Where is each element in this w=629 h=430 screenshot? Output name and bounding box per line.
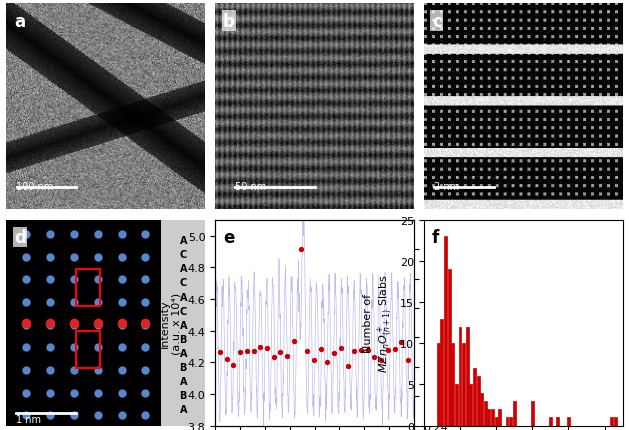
Bar — [462, 344, 465, 426]
Bar — [473, 368, 476, 426]
Bar — [440, 319, 443, 426]
Bar — [484, 401, 487, 426]
Text: c: c — [432, 12, 442, 31]
Bar — [513, 401, 516, 426]
Text: A: A — [179, 236, 187, 246]
Text: A: A — [179, 348, 187, 358]
Bar — [76, 270, 100, 307]
Point — [356, 347, 366, 353]
Point — [228, 361, 238, 368]
Point — [343, 362, 353, 369]
Bar — [567, 418, 570, 426]
Bar — [162, 220, 205, 426]
Text: f: f — [432, 228, 439, 246]
Text: B: B — [179, 334, 187, 344]
Bar — [455, 384, 458, 426]
Text: A: A — [179, 292, 187, 302]
Point — [383, 347, 393, 353]
Point — [403, 357, 413, 364]
Bar — [448, 270, 450, 426]
Point — [269, 353, 279, 360]
Bar — [549, 418, 552, 426]
Text: 50 nm: 50 nm — [235, 181, 266, 191]
Bar — [610, 418, 613, 426]
Point — [396, 339, 406, 346]
Point — [276, 348, 286, 355]
Point — [389, 345, 399, 352]
Bar — [509, 418, 512, 426]
Point — [215, 349, 225, 356]
Point — [363, 347, 373, 353]
Text: b: b — [223, 12, 235, 31]
Text: d: d — [14, 228, 26, 246]
Y-axis label: d spacing p
(nm): d spacing p (nm) — [443, 291, 465, 355]
Text: 1 nm: 1 nm — [16, 414, 42, 424]
Bar — [76, 331, 100, 368]
Point — [222, 356, 232, 362]
Text: A: A — [179, 376, 187, 386]
Bar — [437, 344, 440, 426]
Text: C: C — [180, 306, 187, 316]
Point — [235, 349, 245, 356]
Bar — [495, 418, 498, 426]
Point — [289, 338, 299, 345]
Text: A: A — [179, 320, 187, 330]
Point — [323, 358, 333, 365]
Text: C: C — [180, 250, 187, 260]
Bar — [531, 401, 534, 426]
Point — [309, 356, 319, 363]
Point — [329, 350, 339, 356]
Point — [349, 347, 359, 354]
Bar — [477, 376, 479, 426]
Bar — [459, 327, 462, 426]
Bar — [444, 237, 447, 426]
Bar — [481, 393, 483, 426]
Text: e: e — [223, 228, 235, 246]
Y-axis label: Intensity
(a.u. x 10⁴): Intensity (a.u. x 10⁴) — [160, 292, 182, 354]
Point — [262, 345, 272, 352]
Text: 2 nm: 2 nm — [434, 181, 459, 191]
Text: A: A — [179, 404, 187, 414]
Y-axis label: Number of
$MZn_nO_{(n+1)}^+$ Slabs: Number of $MZn_nO_{(n+1)}^+$ Slabs — [363, 273, 394, 372]
Bar — [466, 327, 469, 426]
Text: A: A — [179, 264, 187, 274]
Bar — [498, 409, 501, 426]
Point — [248, 347, 259, 354]
Text: 100 nm: 100 nm — [16, 181, 53, 191]
Bar — [452, 344, 454, 426]
Text: C: C — [180, 278, 187, 288]
Text: B: B — [179, 362, 187, 372]
Point — [336, 345, 346, 352]
Bar — [491, 409, 494, 426]
Point — [316, 346, 326, 353]
Point — [282, 353, 292, 359]
Bar — [487, 409, 491, 426]
Bar — [614, 418, 617, 426]
Text: a: a — [14, 12, 25, 31]
Point — [255, 344, 265, 350]
Point — [369, 353, 379, 360]
Text: B: B — [179, 390, 187, 400]
Point — [303, 348, 313, 355]
Bar — [506, 418, 508, 426]
Bar — [469, 384, 472, 426]
Point — [242, 348, 252, 355]
Point — [376, 357, 386, 364]
Point — [296, 246, 306, 253]
Bar — [556, 418, 559, 426]
